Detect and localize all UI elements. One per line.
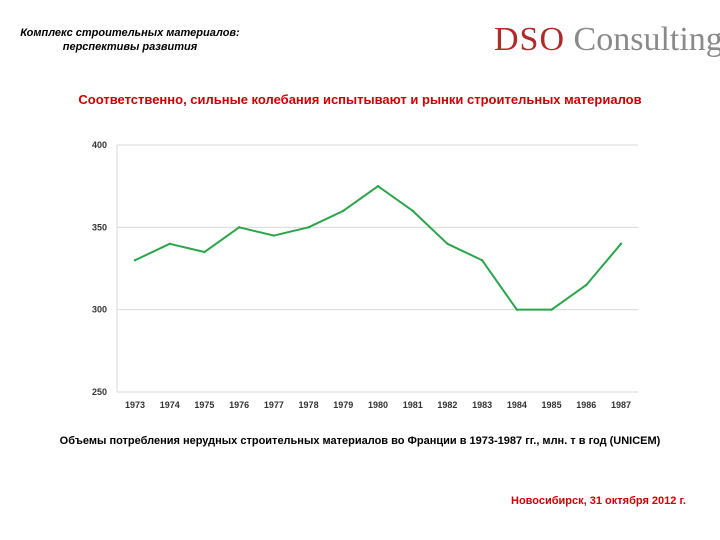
y-tick-label: 250 — [92, 387, 107, 397]
x-tick-label: 1981 — [403, 400, 423, 410]
y-tick-label: 300 — [92, 305, 107, 315]
y-tick-label: 350 — [92, 222, 107, 232]
x-tick-label: 1979 — [333, 400, 353, 410]
data-point — [550, 308, 553, 311]
x-tick-label: 1987 — [611, 400, 631, 410]
data-point — [272, 234, 276, 237]
header-title-line1: Комплекс строительных материалов: — [20, 27, 240, 39]
line-chart: 250 300 350 400 1973 1974 1975 1976 1977 1978 1979… — [92, 140, 638, 410]
data-point — [237, 226, 241, 229]
x-tick-label: 1980 — [368, 400, 388, 410]
series-line — [134, 185, 622, 311]
header-title: Комплекс строительных материалов: перспе… — [14, 26, 246, 54]
x-tick-label: 1973 — [125, 400, 145, 410]
x-tick-label: 1983 — [472, 400, 492, 410]
chart-container: 250 300 350 400 1973 1974 1975 1976 1977 1978 1979… — [92, 140, 638, 410]
data-point — [585, 283, 588, 287]
x-tick-label: 1975 — [194, 400, 214, 410]
data-point — [411, 209, 414, 213]
data-point — [619, 242, 623, 245]
slide-title: Соответственно, сильные колебания испыты… — [78, 92, 642, 107]
x-tick-label: 1976 — [229, 400, 249, 410]
data-point — [307, 226, 310, 229]
x-tick-label: 1974 — [160, 400, 180, 410]
data-point — [480, 259, 484, 262]
data-point — [376, 184, 380, 188]
data-point — [168, 242, 171, 245]
y-tick-label: 400 — [92, 140, 107, 150]
footer-date: Новосибирск, 31 октября 2012 г. — [511, 495, 686, 507]
data-point — [133, 259, 137, 262]
x-tick-label: 1984 — [507, 400, 527, 410]
x-tick-label: 1982 — [437, 400, 457, 410]
logo-dso: DSO — [494, 21, 566, 58]
data-point — [342, 209, 345, 213]
chart-caption: Объемы потребления нерудных строительных… — [59, 435, 661, 447]
data-point — [446, 242, 449, 245]
company-logo: DSO Consulting — [494, 20, 720, 60]
logo-consulting: Consulting — [573, 21, 720, 58]
data-point — [203, 250, 206, 254]
x-tick-label: 1985 — [542, 400, 562, 410]
x-tick-label: 1977 — [264, 400, 284, 410]
data-point — [515, 308, 519, 311]
x-tick-label: 1978 — [299, 400, 319, 410]
header-title-line2: перспективы развития — [62, 41, 198, 53]
x-tick-label: 1986 — [576, 400, 596, 410]
